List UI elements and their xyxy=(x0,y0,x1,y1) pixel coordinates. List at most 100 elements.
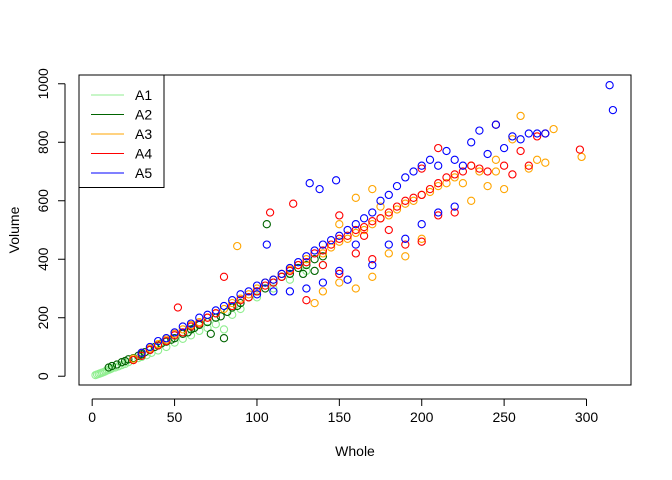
data-point-a2 xyxy=(302,260,311,270)
data-point-a3 xyxy=(359,225,369,235)
data-point-a2 xyxy=(124,355,133,364)
data-point-a3 xyxy=(392,205,402,214)
data-point-a5 xyxy=(442,146,451,156)
data-point-a3 xyxy=(244,290,253,299)
data-point-a3 xyxy=(228,298,237,308)
data-point-a4 xyxy=(401,196,410,205)
data-point-a5 xyxy=(401,234,410,243)
legend-label: A5 xyxy=(135,165,152,181)
data-point-a4 xyxy=(368,255,377,264)
data-point-a5 xyxy=(467,138,476,147)
data-point-a5 xyxy=(425,155,435,164)
data-point-a3 xyxy=(524,164,533,173)
data-point-a5 xyxy=(450,202,459,211)
data-point-a5 xyxy=(335,266,344,276)
data-point-a5 xyxy=(211,306,220,315)
data-point-a4 xyxy=(228,301,237,311)
data-point-a5 xyxy=(219,301,229,311)
data-point-a5 xyxy=(236,290,245,299)
data-point-a5 xyxy=(186,319,196,328)
data-point-a5 xyxy=(384,190,393,200)
data-point-a4 xyxy=(434,143,443,153)
data-point-a4 xyxy=(186,322,196,331)
data-point-a1 xyxy=(211,320,220,329)
data-point-a1 xyxy=(178,334,187,343)
data-point-a5 xyxy=(252,281,262,290)
x-tick-label: 300 xyxy=(575,409,599,425)
data-point-a4 xyxy=(409,193,418,202)
data-point-a2 xyxy=(112,360,122,369)
data-point-a3 xyxy=(335,237,344,246)
data-point-a2 xyxy=(219,334,229,343)
data-point-a5 xyxy=(368,260,377,270)
data-point-a4 xyxy=(277,272,286,281)
legend-label: A4 xyxy=(135,146,152,162)
data-point-a2 xyxy=(261,284,270,293)
data-point-a5 xyxy=(475,126,484,135)
data-point-a5 xyxy=(285,263,295,273)
data-point-a2 xyxy=(170,334,179,343)
data-point-a3 xyxy=(541,158,550,167)
data-point-a4 xyxy=(294,260,303,270)
data-point-a2 xyxy=(310,255,319,264)
data-point-a4 xyxy=(392,202,402,211)
data-point-a5 xyxy=(392,181,402,191)
data-points xyxy=(91,81,618,380)
data-point-a5 xyxy=(331,176,341,185)
data-point-a4 xyxy=(516,146,525,156)
data-point-a5 xyxy=(178,322,187,331)
x-tick-label: 100 xyxy=(245,409,269,425)
data-point-a4 xyxy=(335,234,344,243)
data-point-a5 xyxy=(458,161,468,170)
data-point-a3 xyxy=(384,211,393,220)
data-point-a4 xyxy=(153,341,163,350)
data-point-a3 xyxy=(318,249,328,258)
data-point-a4 xyxy=(162,336,171,346)
data-point-a4 xyxy=(335,269,344,279)
data-point-a5 xyxy=(294,258,303,267)
data-point-a4 xyxy=(203,313,212,322)
data-point-a5 xyxy=(343,225,352,235)
data-point-a3 xyxy=(577,152,586,162)
data-point-a5 xyxy=(244,287,253,296)
data-point-a4 xyxy=(450,170,459,179)
data-point-a1 xyxy=(269,284,278,293)
legend-label: A1 xyxy=(135,87,152,103)
data-point-a4 xyxy=(450,208,459,217)
data-point-a4 xyxy=(343,231,352,240)
data-point-a4 xyxy=(302,258,311,267)
data-point-a4 xyxy=(434,179,443,188)
data-point-a5 xyxy=(483,149,492,159)
data-point-a5 xyxy=(409,167,418,176)
data-point-a5 xyxy=(318,278,328,287)
data-point-a5 xyxy=(434,208,443,217)
data-point-a4 xyxy=(129,355,138,365)
data-point-a4 xyxy=(351,249,360,258)
x-axis: 0 50 100 150 200 250 300 xyxy=(88,398,599,425)
data-point-a3 xyxy=(318,287,328,296)
data-point-a2 xyxy=(107,361,117,371)
data-point-a3 xyxy=(343,234,352,243)
data-point-a3 xyxy=(549,124,558,134)
data-point-a4 xyxy=(351,225,360,235)
legend-box xyxy=(78,74,165,188)
data-point-a4 xyxy=(219,272,229,281)
data-point-a5 xyxy=(516,135,525,144)
data-point-a3 xyxy=(384,249,393,258)
data-point-a5 xyxy=(532,129,542,138)
data-point-a3 xyxy=(475,167,484,176)
y-tick-label: 400 xyxy=(35,247,51,271)
data-point-a5 xyxy=(417,161,426,170)
data-point-a3 xyxy=(532,155,542,164)
data-point-a3 xyxy=(178,325,187,334)
data-point-a3 xyxy=(450,173,459,182)
data-point-a4 xyxy=(252,287,262,296)
data-point-a4 xyxy=(508,170,517,179)
data-point-a5 xyxy=(285,287,295,296)
data-point-a4 xyxy=(524,161,533,170)
data-point-a4 xyxy=(384,208,393,217)
data-point-a4 xyxy=(178,328,187,337)
data-point-a5 xyxy=(450,155,459,164)
data-point-a4 xyxy=(401,240,410,249)
